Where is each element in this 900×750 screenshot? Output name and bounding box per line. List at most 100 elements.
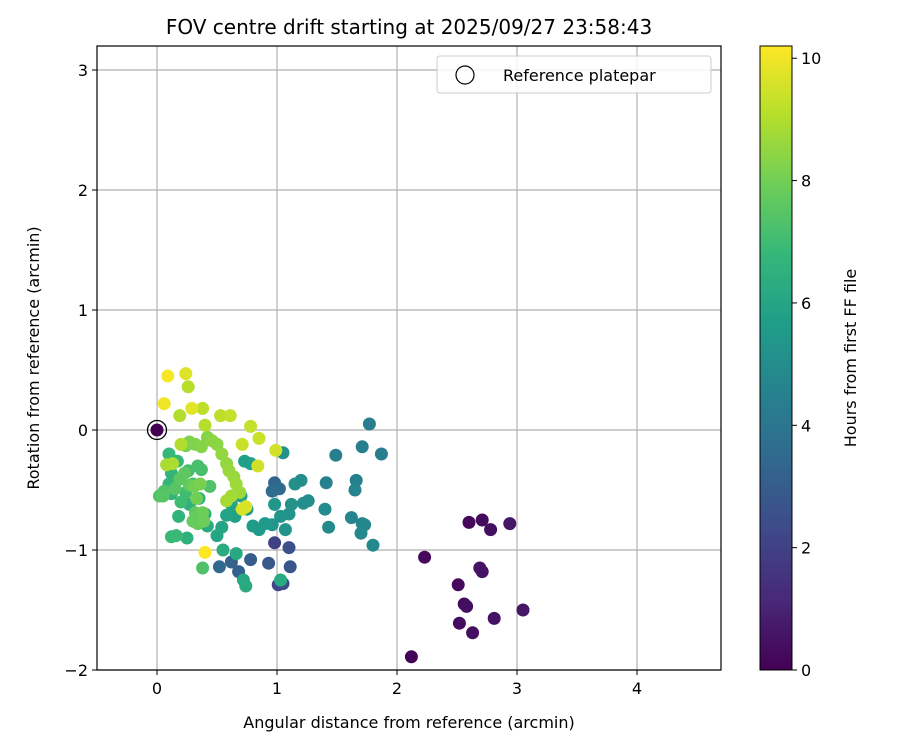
data-point [186,514,200,528]
data-point [156,489,170,503]
colorbar-tick-label: 8 [801,172,811,191]
colorbar: 0 2 4 6 8 10 Hours from first FF file [759,45,860,680]
data-point [503,517,517,531]
data-point [251,459,265,473]
data-point [239,579,253,593]
reference-marker-group [146,419,168,441]
legend-marker-circle [455,65,475,85]
data-point [282,541,296,555]
data-point [181,380,195,394]
data-point [349,473,363,487]
data-point [196,401,210,415]
data-point [487,611,501,625]
legend-label: Reference platepar [503,66,656,85]
data-point [173,409,187,423]
data-point [355,440,369,454]
colorbar-tick-label: 10 [801,49,821,68]
data-point [196,561,210,575]
colorbar-ticks: 0 2 4 6 8 10 [792,49,821,680]
data-point [174,437,188,451]
data-point [329,448,343,462]
data-point [178,466,192,480]
x-axis-ticks: 0 1 2 3 4 [152,670,642,698]
y-axis-ticks: −2 −1 0 1 2 3 [64,61,97,680]
data-point [274,509,288,523]
legend: Reference platepar [436,55,712,94]
chart-title: FOV centre drift starting at 2025/09/27 … [166,15,652,39]
data-point [164,530,178,544]
x-tick-label: 2 [392,679,402,698]
y-tick-label: −2 [64,661,88,680]
data-point [210,529,224,543]
data-point [322,520,336,534]
y-tick-label: −1 [64,541,88,560]
data-point [354,526,368,540]
grid-lines [97,46,721,671]
data-point [194,463,208,477]
reference-ring [146,419,168,441]
reference-point [150,423,164,437]
data-point [268,497,282,511]
data-point [210,437,224,451]
data-point [318,502,332,516]
data-point [452,616,466,630]
data-point [516,603,530,617]
data-point [269,443,283,457]
colorbar-tick-label: 0 [801,661,811,680]
data-point [418,550,432,564]
data-point [229,547,243,561]
data-point [196,506,210,520]
data-point [161,369,175,383]
data-point [180,531,194,545]
data-point [404,650,418,664]
y-tick-label: 0 [78,421,88,440]
data-point [296,496,310,510]
colorbar-tick-label: 4 [801,416,811,435]
data-point [212,560,226,574]
data-point [157,397,171,411]
colorbar-tick-label: 2 [801,539,811,558]
data-point [216,543,230,557]
y-tick-label: 3 [78,61,88,80]
data-point [344,511,358,525]
data-point [194,440,208,454]
legend-box [436,55,712,94]
data-point [179,367,193,381]
data-point [462,515,476,529]
data-point [190,491,204,505]
colorbar-tick-label: 6 [801,294,811,313]
data-point [166,457,180,471]
data-point [235,502,249,516]
data-point [265,484,279,498]
data-point [288,477,302,491]
data-point [278,523,292,537]
y-tick-label: 2 [78,181,88,200]
data-point [246,519,260,533]
data-point [274,573,288,587]
data-point [168,482,182,496]
plot-frame [96,45,722,671]
x-tick-label: 3 [512,679,522,698]
data-point [185,401,199,415]
data-point [215,447,229,461]
y-axis-label: Rotation from reference (arcmin) [24,226,43,489]
data-point [193,477,207,491]
data-point [220,508,234,522]
data-point [283,560,297,574]
data-point [223,409,237,423]
x-tick-label: 1 [272,679,282,698]
data-point [484,523,498,537]
data-point [174,495,188,509]
data-point [252,431,266,445]
colorbar-label: Hours from first FF file [841,269,860,448]
y-tick-label: 1 [78,301,88,320]
data-point [366,538,380,552]
colorbar-gradient [759,45,793,671]
data-point [466,626,480,640]
data-point [198,418,212,432]
data-point [348,483,362,497]
data-point [220,494,234,508]
data-point [475,565,489,579]
data-point [460,599,474,613]
data-point [214,409,228,423]
